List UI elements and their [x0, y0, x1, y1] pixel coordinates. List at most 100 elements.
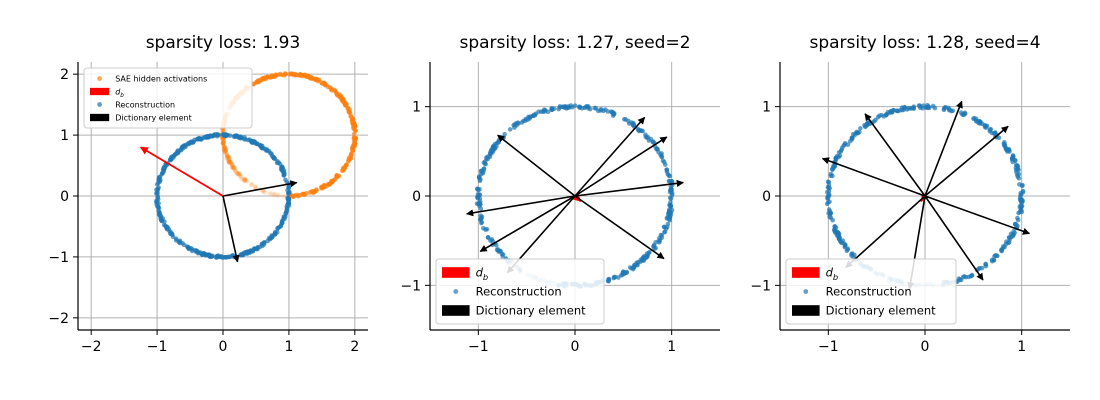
data-point [259, 143, 265, 149]
legend: db Reconstruction Dictionary element [785, 258, 957, 325]
legend-swatch [90, 113, 110, 122]
x-tick-label: 0 [921, 339, 930, 355]
data-point [249, 138, 254, 144]
data-point [562, 105, 567, 110]
x-tick-label: 2 [350, 339, 359, 355]
data-point [350, 125, 356, 130]
data-point [221, 145, 227, 150]
data-point [838, 149, 844, 154]
data-point [224, 151, 229, 156]
data-point [610, 113, 616, 118]
data-point [669, 178, 674, 184]
data-point [941, 107, 947, 113]
data-point [230, 165, 236, 170]
data-point [286, 196, 292, 201]
data-point [999, 248, 1005, 254]
data-point [324, 82, 329, 88]
data-point [220, 132, 226, 137]
data-point [156, 205, 161, 210]
data-point [350, 147, 356, 153]
bias-arrow [139, 146, 224, 197]
data-point [227, 157, 232, 162]
data-point [236, 171, 242, 177]
legend-label: SAE hidden activations [115, 74, 207, 83]
data-point [275, 192, 280, 198]
data-point [223, 146, 228, 151]
dictionary-arrow [574, 116, 646, 197]
data-point [238, 252, 244, 257]
data-point [662, 229, 668, 235]
data-point [260, 189, 266, 195]
data-point [263, 75, 269, 80]
x-tick-label: 1 [667, 339, 676, 355]
data-point [262, 190, 268, 195]
x-tick-label: 1 [1017, 339, 1026, 355]
data-point [268, 236, 273, 241]
y-tick-label: −2 [48, 311, 69, 327]
data-point [566, 104, 571, 109]
data-point [572, 103, 578, 108]
data-point [202, 251, 208, 257]
data-point [243, 249, 248, 255]
data-point [186, 245, 192, 251]
data-point [277, 192, 283, 198]
legend-frame [785, 258, 957, 325]
legend-swatch [442, 267, 470, 278]
chart-title: sparsity loss: 1.93 [146, 33, 301, 53]
data-point [902, 105, 907, 110]
data-point [284, 204, 290, 210]
dictionary-arrow [574, 195, 665, 260]
data-point [650, 139, 656, 145]
data-point [222, 148, 227, 154]
data-point [842, 243, 848, 249]
data-point [290, 72, 296, 77]
data-point [513, 121, 519, 126]
data-point [223, 148, 228, 154]
data-point [229, 161, 235, 167]
data-point [485, 235, 491, 240]
dictionary-arrow [845, 195, 926, 269]
data-point [639, 258, 645, 263]
data-point [994, 253, 999, 258]
data-point [156, 175, 162, 181]
legend-label: Reconstruction [115, 100, 175, 109]
x-tick-label: 0 [571, 339, 580, 355]
data-point [987, 128, 993, 134]
data-point [916, 103, 922, 108]
data-point [507, 127, 513, 132]
data-point [220, 141, 226, 146]
data-point [606, 276, 611, 282]
data-point [926, 105, 932, 111]
data-point [178, 147, 184, 153]
legend-marker [97, 76, 102, 81]
data-point [502, 132, 507, 137]
data-point [660, 158, 666, 164]
legend-label: db [115, 87, 124, 98]
data-point [635, 126, 641, 132]
data-point [230, 162, 235, 168]
data-point [175, 148, 181, 153]
data-point [226, 157, 231, 163]
data-point [244, 179, 250, 184]
data-point [154, 190, 160, 195]
dictionary-arrow [479, 195, 576, 253]
data-point [828, 211, 833, 216]
dictionary-arrow [924, 100, 963, 197]
legend: db Reconstruction Dictionary element [435, 258, 605, 325]
legend-frame [83, 67, 253, 129]
data-point [270, 73, 276, 79]
data-point [476, 175, 482, 180]
y-tick-label: 0 [60, 189, 69, 205]
data-point [353, 128, 358, 133]
data-point [228, 159, 233, 164]
data-point [222, 144, 228, 150]
data-point [224, 155, 230, 161]
data-point [285, 187, 290, 193]
data-point [283, 177, 288, 183]
data-point [279, 166, 284, 172]
data-point [281, 194, 287, 199]
data-point [242, 178, 248, 183]
legend-swatch [792, 267, 820, 278]
data-point [301, 192, 307, 197]
y-tick-label: 0 [412, 189, 421, 205]
